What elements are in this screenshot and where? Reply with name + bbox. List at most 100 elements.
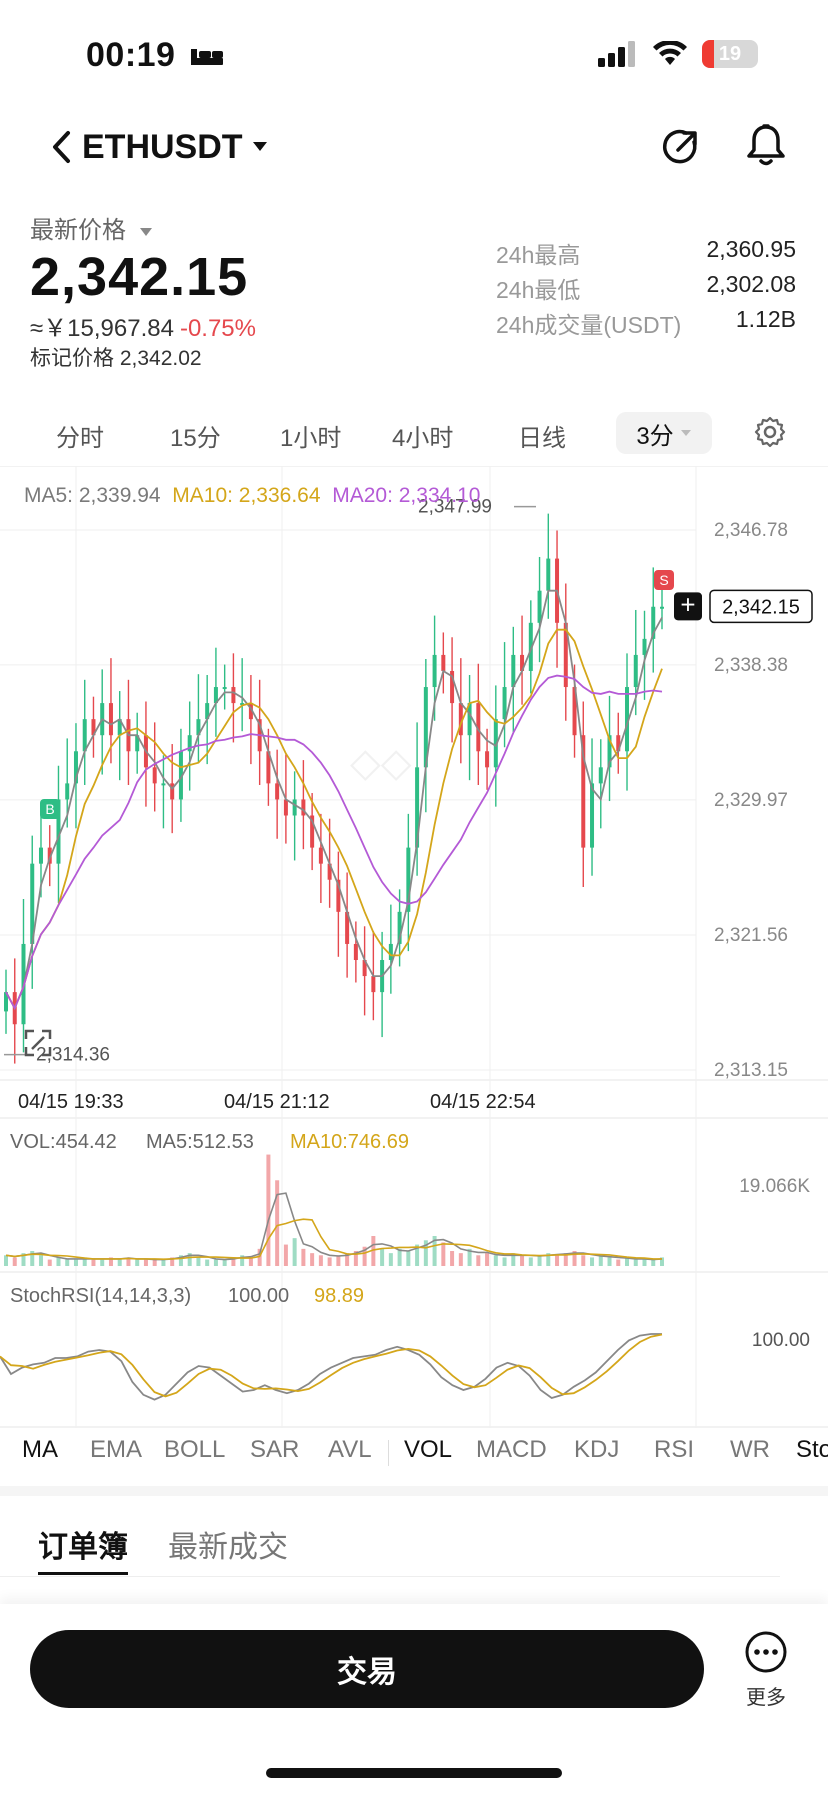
buy-marker-label: B <box>45 801 54 817</box>
y-tick-label: 2,346.78 <box>714 520 788 541</box>
volume-bar <box>502 1257 507 1266</box>
tab-indicator-macd[interactable]: MACD <box>476 1436 547 1463</box>
volume-bar <box>152 1259 157 1266</box>
candle-body <box>362 960 367 977</box>
caret-down-icon[interactable] <box>252 140 268 152</box>
tab-timeframe-line[interactable]: 分时 <box>56 425 104 452</box>
candle-body <box>187 735 192 752</box>
candle-body <box>65 783 70 800</box>
candle-body <box>4 992 8 1012</box>
tab-indicator-boll[interactable]: BOLL <box>164 1436 226 1463</box>
candle-body <box>161 783 166 786</box>
volume-bar <box>196 1257 201 1266</box>
candle-body <box>170 783 175 800</box>
candle-body <box>178 751 183 800</box>
tab-timeframe-1h[interactable]: 1小时 <box>280 425 342 452</box>
share-icon[interactable] <box>660 126 702 168</box>
volume-bar <box>380 1248 385 1266</box>
volume-bar <box>528 1257 533 1266</box>
tab-indicator-stochrsi[interactable]: StochRSI <box>796 1436 828 1463</box>
stochrsi-legend: StochRSI(14,14,3,3) <box>10 1285 191 1307</box>
volume-bar <box>458 1253 463 1266</box>
sell-marker-icon <box>654 570 674 590</box>
tab-latest-trades[interactable]: 最新成交 <box>168 1531 288 1564</box>
volume-bar <box>91 1259 96 1266</box>
tab-indicator-kdj[interactable]: KDJ <box>574 1436 620 1463</box>
volume-bar <box>135 1259 140 1266</box>
tab-indicator-ma[interactable]: MA <box>22 1436 58 1463</box>
candle-body <box>546 558 551 591</box>
caret-down-icon <box>139 227 152 236</box>
tab-timeframe-1d[interactable]: 日线 <box>518 425 566 452</box>
kline-chart[interactable]: 2,346.78 2,338.38 2,329.97 2,321.56 2,313.15… <box>0 466 828 1428</box>
sleep-mode-icon <box>191 49 224 66</box>
y-tick-label: 2,338.38 <box>714 655 788 676</box>
candle-body <box>91 719 96 736</box>
candle-body <box>205 703 210 720</box>
settings-icon[interactable] <box>754 416 786 448</box>
candle-body <box>38 847 43 864</box>
candle-body <box>598 767 603 784</box>
candle-body <box>310 815 315 848</box>
expand-icon[interactable] <box>24 1029 52 1057</box>
volume-bar <box>607 1257 612 1266</box>
symbol-selector[interactable]: ETHUSDT <box>82 128 243 167</box>
ma20-line <box>5 674 663 1011</box>
mark-price: 标记价格 2,342.02 <box>30 347 202 370</box>
volume-bar <box>432 1236 437 1266</box>
tab-timeframe-4h[interactable]: 4小时 <box>392 425 454 452</box>
vol-ma5-legend: MA5:512.53 <box>146 1131 254 1153</box>
more-button[interactable]: 更多 <box>726 1630 806 1710</box>
volume-bar <box>240 1255 245 1266</box>
volume-bar <box>205 1259 210 1266</box>
tab-indicator-ema[interactable]: EMA <box>90 1436 143 1463</box>
candle-body <box>476 703 481 752</box>
candle-body <box>625 687 630 752</box>
crosshair-plus-button[interactable] <box>674 592 702 621</box>
volume-bar <box>388 1253 393 1266</box>
price-type-selector[interactable]: 最新价格 <box>30 210 153 245</box>
tab-indicator-rsi[interactable]: RSI <box>654 1436 695 1463</box>
tab-indicator-avl[interactable]: AVL <box>328 1436 372 1463</box>
candle-body <box>511 654 516 688</box>
volume-bar <box>441 1242 446 1266</box>
candle-body <box>651 606 656 639</box>
volume-bar <box>555 1255 560 1266</box>
volume-bar <box>100 1259 105 1266</box>
tab-timeframe-3m[interactable]: 3分 <box>616 412 712 454</box>
bell-icon[interactable] <box>744 122 788 168</box>
volume-bar <box>511 1253 516 1266</box>
price-change: -0.75% <box>179 315 256 342</box>
vol-ma5-line <box>5 1192 663 1261</box>
tab-indicator-wr[interactable]: WR <box>730 1436 770 1463</box>
stat-high: 24h最高 2,360.95 <box>496 236 796 268</box>
volume-bar <box>345 1253 350 1266</box>
tab-indicator-sar[interactable]: SAR <box>250 1436 300 1463</box>
volume-bar <box>301 1248 306 1266</box>
tab-orderbook[interactable]: 订单簿 <box>38 1531 128 1564</box>
more-icon <box>745 1631 787 1673</box>
vol-max-label: 19.066K <box>739 1176 810 1197</box>
volume-bar <box>21 1253 26 1266</box>
y-tick-label: 2,329.97 <box>714 790 788 811</box>
candle-body <box>318 847 323 864</box>
candle-body <box>56 799 61 864</box>
volume-bar <box>625 1257 630 1266</box>
volume-bar <box>266 1154 271 1266</box>
status-time: 00:19 <box>86 36 225 75</box>
watermark-logo: ◇◇ <box>350 741 412 785</box>
status-icons: 19 <box>598 40 758 68</box>
volume-bar <box>222 1259 227 1266</box>
active-tab-indicator <box>38 1572 128 1575</box>
tab-indicator-vol[interactable]: VOL <box>404 1436 453 1463</box>
last-price: 2,342.15 <box>30 247 249 307</box>
tab-timeframe-15m[interactable]: 15分 <box>170 425 221 452</box>
volume-bar <box>82 1257 87 1266</box>
candle-body <box>633 654 638 688</box>
more-label: 更多 <box>746 1687 786 1709</box>
candle-body <box>108 703 113 736</box>
candle-body <box>502 687 507 720</box>
back-icon[interactable] <box>50 130 74 164</box>
volume-bar <box>213 1259 218 1266</box>
trade-button[interactable]: 交易 <box>30 1630 704 1708</box>
